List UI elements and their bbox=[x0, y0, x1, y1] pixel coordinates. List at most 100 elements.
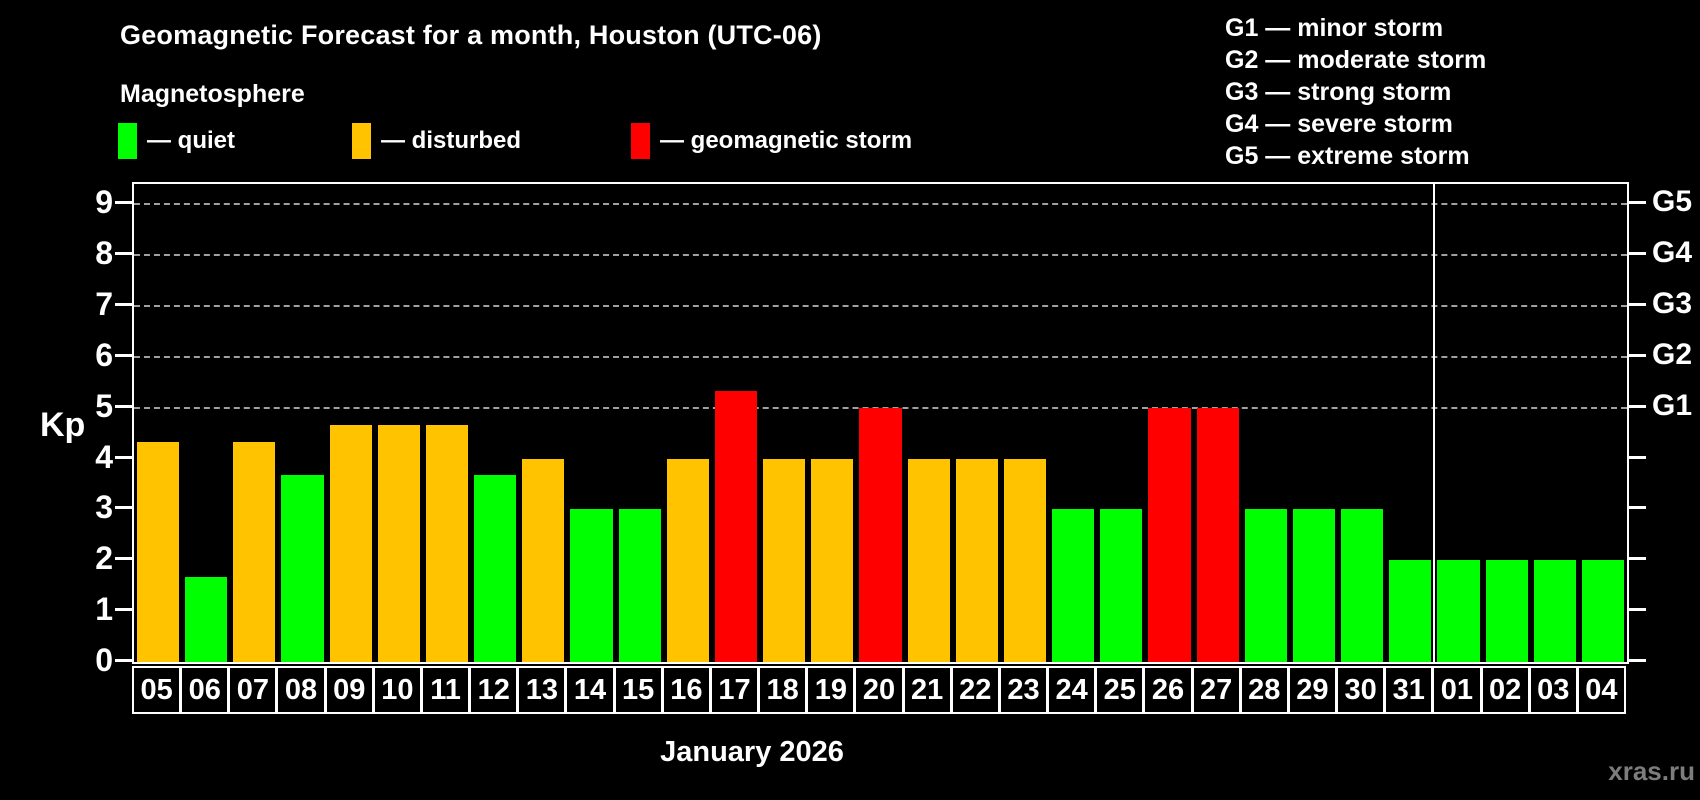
y-axis-tick-label-4: 4 bbox=[95, 438, 113, 475]
bar-day-03 bbox=[1533, 560, 1576, 662]
page-title: Geomagnetic Forecast for a month, Housto… bbox=[120, 20, 822, 50]
y-axis-tick-right-5 bbox=[1629, 404, 1646, 408]
x-axis-date-18: 18 bbox=[758, 666, 808, 714]
bar-day-22 bbox=[955, 458, 998, 662]
y-axis-tick-label-6: 6 bbox=[95, 336, 113, 373]
x-axis-date-16: 16 bbox=[661, 666, 711, 714]
storm-scale-line-5: G5 — extreme storm bbox=[1225, 142, 1470, 170]
y-axis-tick-label-3: 3 bbox=[95, 489, 113, 526]
plot-area bbox=[132, 182, 1629, 664]
x-axis-date-09: 09 bbox=[324, 666, 374, 714]
bar-day-14 bbox=[570, 509, 613, 662]
y-axis-tick-right-4 bbox=[1629, 455, 1646, 459]
y-axis-tick-left-4 bbox=[115, 455, 132, 459]
x-axis-date-08: 08 bbox=[276, 666, 326, 714]
storm-scale-line-1: G1 — minor storm bbox=[1225, 14, 1444, 42]
x-axis-date-21: 21 bbox=[902, 666, 952, 714]
y-axis-tick-label-8: 8 bbox=[95, 235, 113, 272]
x-axis-date-12: 12 bbox=[469, 666, 519, 714]
magnetosphere-label: Magnetosphere bbox=[120, 80, 305, 108]
x-axis-date-05: 05 bbox=[132, 666, 182, 714]
y-axis-tick-left-7 bbox=[115, 303, 132, 307]
bar-day-12 bbox=[474, 475, 517, 662]
y-axis-tick-right-2 bbox=[1629, 557, 1646, 561]
bar-day-13 bbox=[522, 458, 565, 662]
x-axis-date-23: 23 bbox=[998, 666, 1049, 714]
storm-scale-line-3: G3 — strong storm bbox=[1225, 78, 1452, 106]
storm-scale-line-4: G4 — severe storm bbox=[1225, 110, 1453, 138]
bar-day-11 bbox=[425, 424, 469, 662]
gridline-kp-7 bbox=[134, 305, 1627, 308]
right-axis-label-G2: G2 bbox=[1652, 337, 1693, 371]
legend-item-disturbed: — disturbed bbox=[352, 122, 521, 160]
bar-day-29 bbox=[1292, 509, 1336, 662]
bar-day-06 bbox=[185, 577, 228, 662]
bar-day-07 bbox=[233, 441, 276, 662]
bar-day-05 bbox=[137, 441, 180, 662]
y-axis-tick-left-5 bbox=[115, 404, 132, 408]
y-axis-tick-right-7 bbox=[1629, 303, 1646, 307]
storm-scale-line-2: G2 — moderate storm bbox=[1225, 46, 1487, 74]
storm-scale-legend: G1 — minor storm G2 — moderate storm G3 — … bbox=[1225, 12, 1486, 172]
bar-day-04 bbox=[1581, 560, 1624, 662]
y-axis-label: Kp bbox=[40, 406, 86, 444]
y-axis-tick-label-2: 2 bbox=[95, 540, 113, 577]
legend-label-storm: — geomagnetic storm bbox=[660, 127, 913, 154]
bar-day-08 bbox=[281, 475, 324, 662]
x-axis-date-14: 14 bbox=[565, 666, 615, 714]
y-axis-tick-left-3 bbox=[115, 506, 132, 510]
watermark: xras.ru bbox=[1608, 756, 1695, 786]
y-axis-tick-label-7: 7 bbox=[95, 286, 113, 323]
x-axis-date-31: 31 bbox=[1384, 666, 1434, 714]
bar-day-23 bbox=[1003, 458, 1047, 662]
right-axis-label-G3: G3 bbox=[1652, 287, 1693, 321]
x-axis-date-04: 04 bbox=[1576, 666, 1626, 714]
bar-day-01 bbox=[1437, 560, 1480, 662]
y-axis-tick-left-2 bbox=[115, 557, 132, 561]
x-axis-date-25: 25 bbox=[1095, 666, 1145, 714]
bar-day-24 bbox=[1052, 509, 1095, 662]
y-axis-tick-right-0 bbox=[1629, 659, 1646, 662]
x-axis-date-06: 06 bbox=[180, 666, 230, 714]
y-axis-tick-right-3 bbox=[1629, 506, 1646, 510]
y-axis-tick-left-1 bbox=[115, 608, 132, 612]
x-axis-date-11: 11 bbox=[420, 666, 471, 714]
x-axis-date-03: 03 bbox=[1528, 666, 1578, 714]
x-axis-date-26: 26 bbox=[1143, 666, 1193, 714]
legend-swatch-storm bbox=[631, 123, 650, 159]
legend-item-quiet: — quiet bbox=[118, 122, 235, 160]
legend-label-quiet: — quiet bbox=[147, 127, 235, 154]
y-axis-tick-right-9 bbox=[1629, 201, 1646, 205]
x-axis-date-28: 28 bbox=[1239, 666, 1289, 714]
y-axis-tick-left-8 bbox=[115, 252, 132, 256]
bar-day-30 bbox=[1341, 509, 1384, 662]
x-axis-date-02: 02 bbox=[1480, 666, 1530, 714]
legend-item-storm: — geomagnetic storm bbox=[631, 122, 912, 160]
gridline-kp-6 bbox=[134, 355, 1627, 358]
legend-swatch-quiet bbox=[118, 123, 137, 159]
x-axis-date-27: 27 bbox=[1191, 666, 1241, 714]
bar-day-27 bbox=[1196, 407, 1239, 662]
bar-day-02 bbox=[1485, 560, 1528, 662]
bar-day-28 bbox=[1244, 509, 1287, 662]
legend-label-disturbed: — disturbed bbox=[381, 127, 522, 154]
x-axis-date-17: 17 bbox=[709, 666, 760, 714]
legend-swatch-disturbed bbox=[352, 123, 371, 159]
bar-day-19 bbox=[811, 458, 854, 662]
right-axis-label-G4: G4 bbox=[1652, 236, 1693, 270]
y-axis-tick-left-9 bbox=[115, 201, 132, 205]
x-axis-date-30: 30 bbox=[1336, 666, 1386, 714]
right-axis-label-G5: G5 bbox=[1652, 185, 1693, 219]
y-axis-tick-right-1 bbox=[1629, 608, 1646, 612]
bar-day-16 bbox=[666, 458, 709, 662]
bar-day-18 bbox=[763, 458, 806, 662]
y-axis-tick-right-6 bbox=[1629, 353, 1646, 357]
y-axis-tick-right-8 bbox=[1629, 252, 1646, 256]
month-separator-line bbox=[1433, 184, 1436, 662]
x-axis-date-24: 24 bbox=[1047, 666, 1097, 714]
gridline-kp-5 bbox=[134, 406, 1627, 409]
x-axis-date-20: 20 bbox=[854, 666, 904, 714]
y-axis-tick-label-9: 9 bbox=[95, 184, 113, 221]
y-axis-tick-label-1: 1 bbox=[95, 591, 113, 628]
